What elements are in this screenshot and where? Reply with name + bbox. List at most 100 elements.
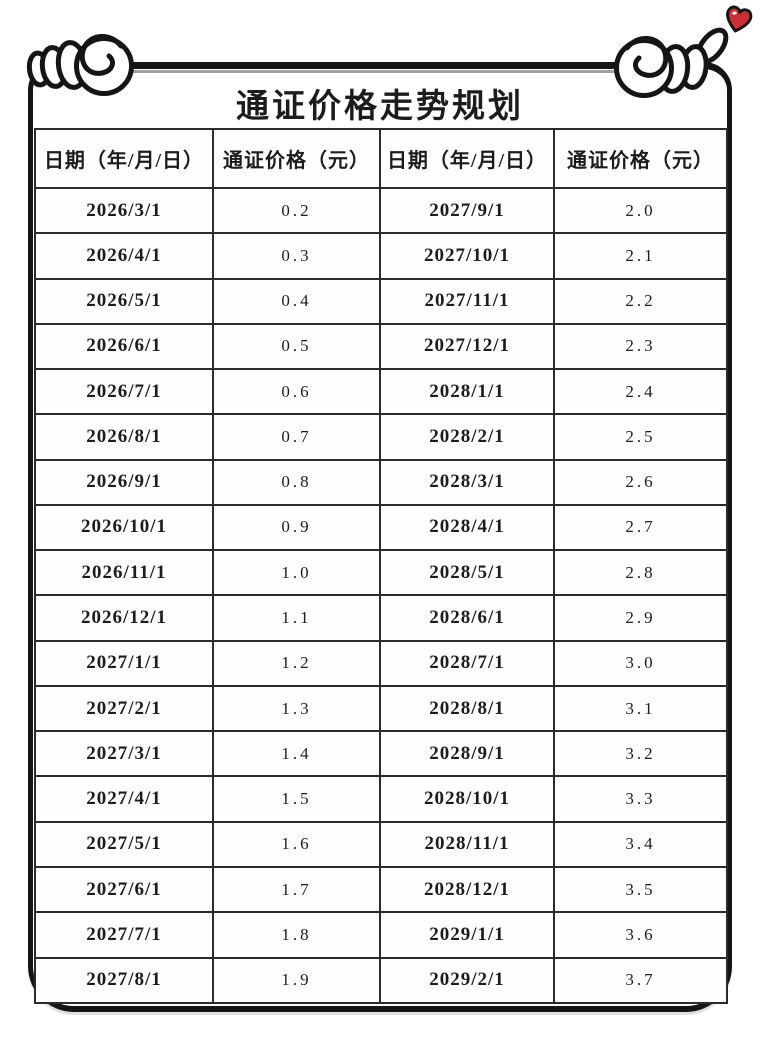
header-date-1: 日期（年/月/日） bbox=[34, 128, 214, 189]
price-cell: 0.4 bbox=[212, 277, 381, 325]
price-cell: 1.0 bbox=[212, 549, 381, 597]
date-cell: 2027/4/1 bbox=[34, 775, 214, 823]
price-cell: 2.7 bbox=[553, 503, 728, 552]
table-row: 2027/2/1 1.3 2028/8/1 3.1 bbox=[34, 684, 728, 733]
heart-icon bbox=[726, 5, 753, 33]
table-header-row: 日期（年/月/日） 通证价格（元） 日期（年/月/日） 通证价格（元） bbox=[34, 128, 728, 189]
price-cell: 1.9 bbox=[212, 956, 381, 1005]
date-cell: 2026/10/1 bbox=[34, 503, 214, 552]
price-cell: 3.3 bbox=[553, 775, 728, 823]
table-row: 2027/7/1 1.8 2029/1/1 3.6 bbox=[34, 911, 728, 959]
date-cell: 2027/6/1 bbox=[34, 865, 214, 914]
date-cell: 2027/10/1 bbox=[379, 232, 555, 280]
date-cell: 2027/9/1 bbox=[379, 186, 555, 235]
date-cell: 2027/1/1 bbox=[34, 639, 214, 687]
date-cell: 2027/8/1 bbox=[34, 956, 214, 1005]
table-row: 2026/3/1 0.2 2027/9/1 2.0 bbox=[34, 186, 728, 235]
price-cell: 0.3 bbox=[212, 232, 381, 280]
date-cell: 2026/7/1 bbox=[34, 368, 214, 416]
price-cell: 1.7 bbox=[212, 865, 381, 914]
date-cell: 2027/5/1 bbox=[34, 820, 214, 868]
price-cell: 2.4 bbox=[553, 368, 728, 416]
date-cell: 2028/11/1 bbox=[379, 820, 555, 868]
header-date-2: 日期（年/月/日） bbox=[379, 128, 555, 189]
price-cell: 0.9 bbox=[212, 503, 381, 552]
table-row: 2027/4/1 1.5 2028/10/1 3.3 bbox=[34, 775, 728, 823]
date-cell: 2027/3/1 bbox=[34, 730, 214, 778]
price-cell: 3.7 bbox=[553, 956, 728, 1005]
date-cell: 2027/7/1 bbox=[34, 911, 214, 959]
price-cell: 2.2 bbox=[553, 277, 728, 325]
date-cell: 2028/5/1 bbox=[379, 549, 555, 597]
price-cell: 1.6 bbox=[212, 820, 381, 868]
price-cell: 2.5 bbox=[553, 413, 728, 461]
table-row: 2026/6/1 0.5 2027/12/1 2.3 bbox=[34, 322, 728, 371]
price-cell: 2.8 bbox=[553, 549, 728, 597]
price-cell: 3.1 bbox=[553, 684, 728, 733]
price-cell: 0.5 bbox=[212, 322, 381, 371]
table-row: 2026/7/1 0.6 2028/1/1 2.4 bbox=[34, 368, 728, 416]
left-fist-icon bbox=[26, 34, 134, 96]
table-row: 2026/5/1 0.4 2027/11/1 2.2 bbox=[34, 277, 728, 325]
header-price-1: 通证价格（元） bbox=[212, 128, 381, 189]
price-cell: 2.3 bbox=[553, 322, 728, 371]
price-cell: 3.4 bbox=[553, 820, 728, 868]
table-row: 2027/5/1 1.6 2028/11/1 3.4 bbox=[34, 820, 728, 868]
date-cell: 2027/2/1 bbox=[34, 684, 214, 733]
table-row: 2027/1/1 1.2 2028/7/1 3.0 bbox=[34, 639, 728, 687]
table-row: 2026/10/1 0.9 2028/4/1 2.7 bbox=[34, 503, 728, 552]
date-cell: 2028/1/1 bbox=[379, 368, 555, 416]
price-cell: 2.1 bbox=[553, 232, 728, 280]
date-cell: 2026/5/1 bbox=[34, 277, 214, 325]
date-cell: 2026/11/1 bbox=[34, 549, 214, 597]
price-cell: 0.7 bbox=[212, 413, 381, 461]
price-cell: 0.8 bbox=[212, 458, 381, 506]
table-row: 2027/8/1 1.9 2029/2/1 3.7 bbox=[34, 956, 728, 1005]
price-cell: 0.6 bbox=[212, 368, 381, 416]
date-cell: 2026/9/1 bbox=[34, 458, 214, 506]
date-cell: 2026/12/1 bbox=[34, 594, 214, 642]
price-cell: 1.8 bbox=[212, 911, 381, 959]
price-table: 日期（年/月/日） 通证价格（元） 日期（年/月/日） 通证价格（元） 2026… bbox=[34, 128, 728, 1005]
date-cell: 2026/6/1 bbox=[34, 322, 214, 371]
date-cell: 2028/10/1 bbox=[379, 775, 555, 823]
price-cell: 0.2 bbox=[212, 186, 381, 235]
price-cell: 1.2 bbox=[212, 639, 381, 687]
price-cell: 1.4 bbox=[212, 730, 381, 778]
date-cell: 2028/2/1 bbox=[379, 413, 555, 461]
price-cell: 2.6 bbox=[553, 458, 728, 506]
date-cell: 2026/4/1 bbox=[34, 232, 214, 280]
header-price-2: 通证价格（元） bbox=[553, 128, 728, 189]
date-cell: 2027/12/1 bbox=[379, 322, 555, 371]
price-cell: 3.0 bbox=[553, 639, 728, 687]
table-row: 2026/12/1 1.1 2028/6/1 2.9 bbox=[34, 594, 728, 642]
price-cell: 1.1 bbox=[212, 594, 381, 642]
price-cell: 3.2 bbox=[553, 730, 728, 778]
price-cell: 2.0 bbox=[553, 186, 728, 235]
date-cell: 2028/8/1 bbox=[379, 684, 555, 733]
table-row: 2026/11/1 1.0 2028/5/1 2.8 bbox=[34, 549, 728, 597]
price-cell: 3.6 bbox=[553, 911, 728, 959]
page-title: 通证价格走势规划 bbox=[236, 89, 524, 125]
price-cell: 1.5 bbox=[212, 775, 381, 823]
table-body: 2026/3/1 0.2 2027/9/1 2.0 2026/4/1 0.3 2027/10… bbox=[34, 186, 728, 1005]
price-cell: 3.5 bbox=[553, 865, 728, 914]
date-cell: 2028/9/1 bbox=[379, 730, 555, 778]
date-cell: 2029/2/1 bbox=[379, 956, 555, 1005]
right-fist-icon bbox=[614, 27, 729, 98]
table-row: 2026/4/1 0.3 2027/10/1 2.1 bbox=[34, 232, 728, 280]
date-cell: 2026/3/1 bbox=[34, 186, 214, 235]
date-cell: 2028/7/1 bbox=[379, 639, 555, 687]
date-cell: 2028/4/1 bbox=[379, 503, 555, 552]
date-cell: 2026/8/1 bbox=[34, 413, 214, 461]
date-cell: 2028/3/1 bbox=[379, 458, 555, 506]
table-row: 2027/6/1 1.7 2028/12/1 3.5 bbox=[34, 865, 728, 914]
banner-bar-shadow bbox=[118, 70, 640, 73]
date-cell: 2028/6/1 bbox=[379, 594, 555, 642]
price-cell: 2.9 bbox=[553, 594, 728, 642]
table-row: 2026/8/1 0.7 2028/2/1 2.5 bbox=[34, 413, 728, 461]
date-cell: 2028/12/1 bbox=[379, 865, 555, 914]
date-cell: 2029/1/1 bbox=[379, 911, 555, 959]
table-row: 2026/9/1 0.8 2028/3/1 2.6 bbox=[34, 458, 728, 506]
